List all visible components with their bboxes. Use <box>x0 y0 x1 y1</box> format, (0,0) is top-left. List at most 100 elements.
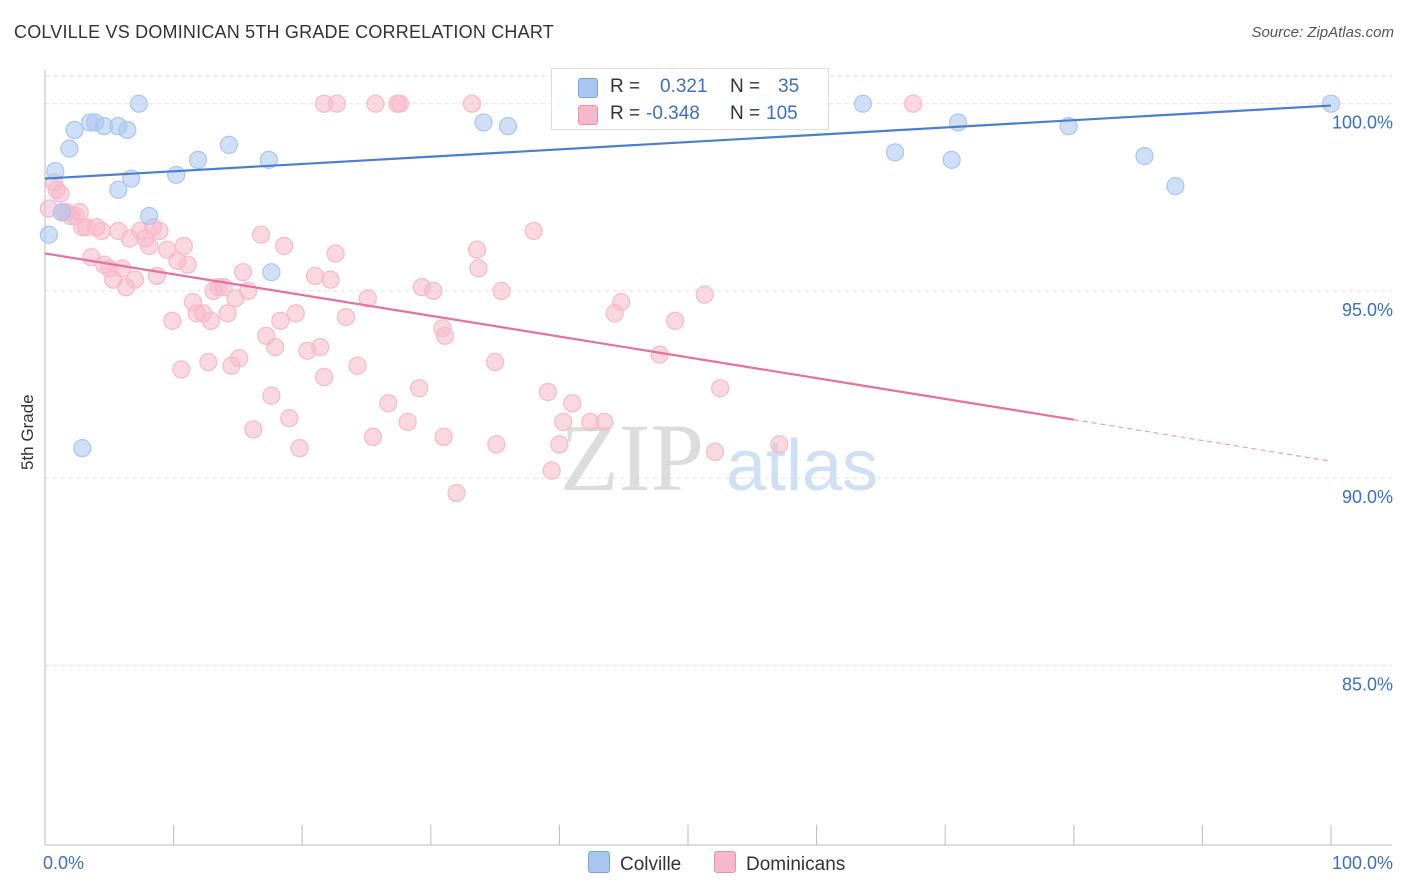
y-tick-label: 100.0% <box>1332 113 1393 133</box>
dominicans-point <box>321 270 340 289</box>
dominicans-point <box>178 255 197 274</box>
dominicans-point <box>398 412 417 432</box>
dominicans-point <box>336 308 356 327</box>
colville-point <box>474 113 493 132</box>
dominicans-point <box>244 420 263 439</box>
dominicans-point <box>554 412 573 432</box>
legend-n-label: N = <box>730 103 761 124</box>
dominicans-point <box>366 94 385 113</box>
tick-labels: 100.0% 95.0% 90.0% 85.0% 0.0% 100.0% <box>43 113 1393 873</box>
legend-r-value: 0.321 <box>660 76 708 97</box>
dominicans-point <box>363 427 383 447</box>
dominicans-point <box>262 386 281 405</box>
y-tick-label: 90.0% <box>1342 487 1393 507</box>
legend-item-colville[interactable]: Colville <box>588 851 681 876</box>
dominicans-point <box>486 352 505 372</box>
dominicans-point <box>469 259 488 278</box>
dominicans-point <box>563 394 582 413</box>
x-tick-label: 0.0% <box>43 853 84 873</box>
dominicans-point <box>524 221 543 241</box>
colville-point <box>262 263 281 282</box>
legend-r-value: -0.348 <box>646 103 700 124</box>
dominicans-point <box>390 94 410 113</box>
dominicans-point <box>266 337 285 357</box>
dominicans-point <box>666 311 685 330</box>
dominicans-point <box>550 435 569 454</box>
dominicans-point <box>379 394 398 413</box>
axes <box>44 70 1392 846</box>
dominicans-point <box>251 225 271 244</box>
dominicans-point <box>326 244 345 263</box>
dominicans-point <box>612 293 631 312</box>
dominicans-point <box>125 270 145 289</box>
dominicans-point <box>163 311 182 330</box>
dominicans-point <box>218 304 237 323</box>
colville-point <box>1321 94 1341 113</box>
dominicans-point <box>140 236 159 256</box>
dominicans-point <box>705 442 725 461</box>
legend-swatch-dominicans <box>714 851 736 873</box>
colville-point <box>167 165 186 184</box>
legend-n-value: 35 <box>778 76 800 97</box>
dominicans-point <box>903 94 923 113</box>
colville-point <box>73 439 92 458</box>
dominicans-point <box>487 435 506 454</box>
dominicans-point <box>695 285 714 304</box>
legend-n-value: 105 <box>766 103 798 124</box>
colville-point <box>129 94 148 113</box>
dominicans-point <box>174 236 193 256</box>
dominicans-point <box>770 435 789 454</box>
chart-title: COLVILLE VS DOMINICAN 5TH GRADE CORRELAT… <box>14 22 554 42</box>
dominicans-point <box>348 356 367 375</box>
y-tick-label: 85.0% <box>1342 674 1393 694</box>
watermark-atlas: atlas <box>726 426 878 506</box>
colville-point <box>885 143 905 162</box>
legend-row-dominicans: R = -0.348 N = 105 <box>552 100 828 128</box>
dominicans-point <box>92 221 111 241</box>
legend-item-dominicans[interactable]: Dominicans <box>714 851 845 876</box>
legend-r-label: R = <box>610 103 641 124</box>
legend-swatch-colville <box>588 851 610 873</box>
dominicans-point <box>595 412 614 432</box>
dominicans-point <box>467 240 487 259</box>
dominicans-point <box>447 483 466 503</box>
x-tick-label: 100.0% <box>1332 853 1393 873</box>
colville-point <box>948 113 968 132</box>
source-label: Source: ZipAtlas.com <box>1251 24 1394 41</box>
dominicans-point <box>305 266 325 286</box>
dominicans-point <box>51 184 70 203</box>
colville-point <box>39 225 58 244</box>
dominicans-point <box>327 94 347 113</box>
dominicans-point <box>233 263 253 282</box>
colville-point <box>498 117 518 136</box>
dominicans-point <box>286 304 305 323</box>
legend-n-label: N = <box>730 76 761 97</box>
dominicans-trend-line-dashed <box>1073 419 1332 462</box>
colville-point <box>46 161 65 181</box>
dominicans-point <box>358 289 377 308</box>
dominicans-point <box>410 379 429 398</box>
colville-point <box>1135 147 1154 166</box>
colville-point <box>188 150 208 169</box>
dominicans-point <box>492 281 511 300</box>
colville-point <box>118 120 137 140</box>
colville-point <box>65 120 84 140</box>
dominicans-point <box>280 409 299 428</box>
y-axis-label: 5th Grade <box>18 394 37 470</box>
y-tick-label: 95.0% <box>1342 300 1393 320</box>
legend-label-colville: Colville <box>620 854 682 875</box>
colville-point <box>219 135 238 154</box>
dominicans-point <box>424 281 443 300</box>
dominicans-point <box>462 94 482 113</box>
dominicans-point <box>290 439 309 458</box>
colville-point <box>1166 176 1185 196</box>
dominicans-point <box>275 236 294 256</box>
legend-r-label: R = <box>610 76 641 97</box>
colville-point <box>60 139 79 158</box>
colville-point <box>1059 117 1078 136</box>
dominicans-point <box>435 326 455 345</box>
dominicans-point <box>542 461 561 480</box>
colville-point <box>853 94 872 113</box>
colville-point <box>140 206 159 226</box>
colville-point <box>109 180 128 199</box>
